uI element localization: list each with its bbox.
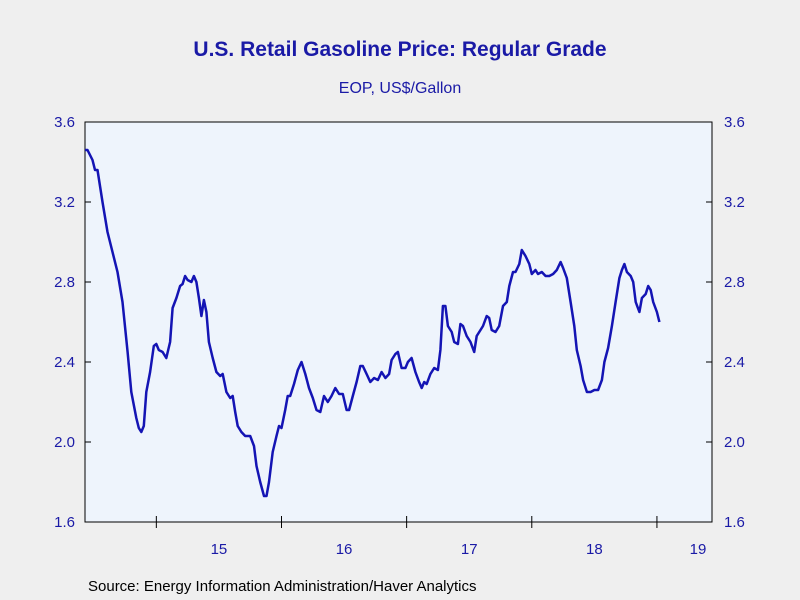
- y-axis-right: 1.6 2.0 2.4 2.8 3.2 3.6: [706, 114, 745, 531]
- x-tick-label: 17: [461, 541, 478, 558]
- y-tick-label-right: 3.6: [724, 114, 745, 131]
- y-tick-label-left: 3.6: [54, 114, 75, 131]
- y-tick-label-left: 1.6: [54, 514, 75, 531]
- x-axis: 15 16 17 18 19: [155, 516, 707, 558]
- x-tick-label: 16: [336, 541, 353, 558]
- x-tick-label: 15: [211, 541, 228, 558]
- y-tick-label-right: 2.0: [724, 434, 745, 451]
- x-tick-label: 18: [586, 541, 603, 558]
- gasoline-price-line: [85, 148, 661, 498]
- y-tick-label-left: 3.2: [54, 194, 75, 211]
- chart-title: U.S. Retail Gasoline Price: Regular Grad…: [193, 38, 607, 61]
- x-tick-label: 19: [690, 541, 707, 558]
- y-tick-label-right: 2.4: [724, 354, 745, 371]
- source-note: Source: Energy Information Administratio…: [88, 578, 477, 595]
- chart-subtitle: EOP, US$/Gallon: [338, 80, 462, 97]
- y-tick-label-left: 2.4: [54, 354, 75, 371]
- y-tick-label-right: 3.2: [724, 194, 745, 211]
- y-tick-label-left: 2.0: [54, 434, 75, 451]
- y-axis-left: 1.6 2.0 2.4 2.8 3.2 3.6: [54, 114, 91, 531]
- y-tick-label-right: 1.6: [724, 514, 745, 531]
- plot-area: [84, 121, 713, 523]
- y-tick-label-left: 2.8: [54, 274, 75, 291]
- y-tick-label-right: 2.8: [724, 274, 745, 291]
